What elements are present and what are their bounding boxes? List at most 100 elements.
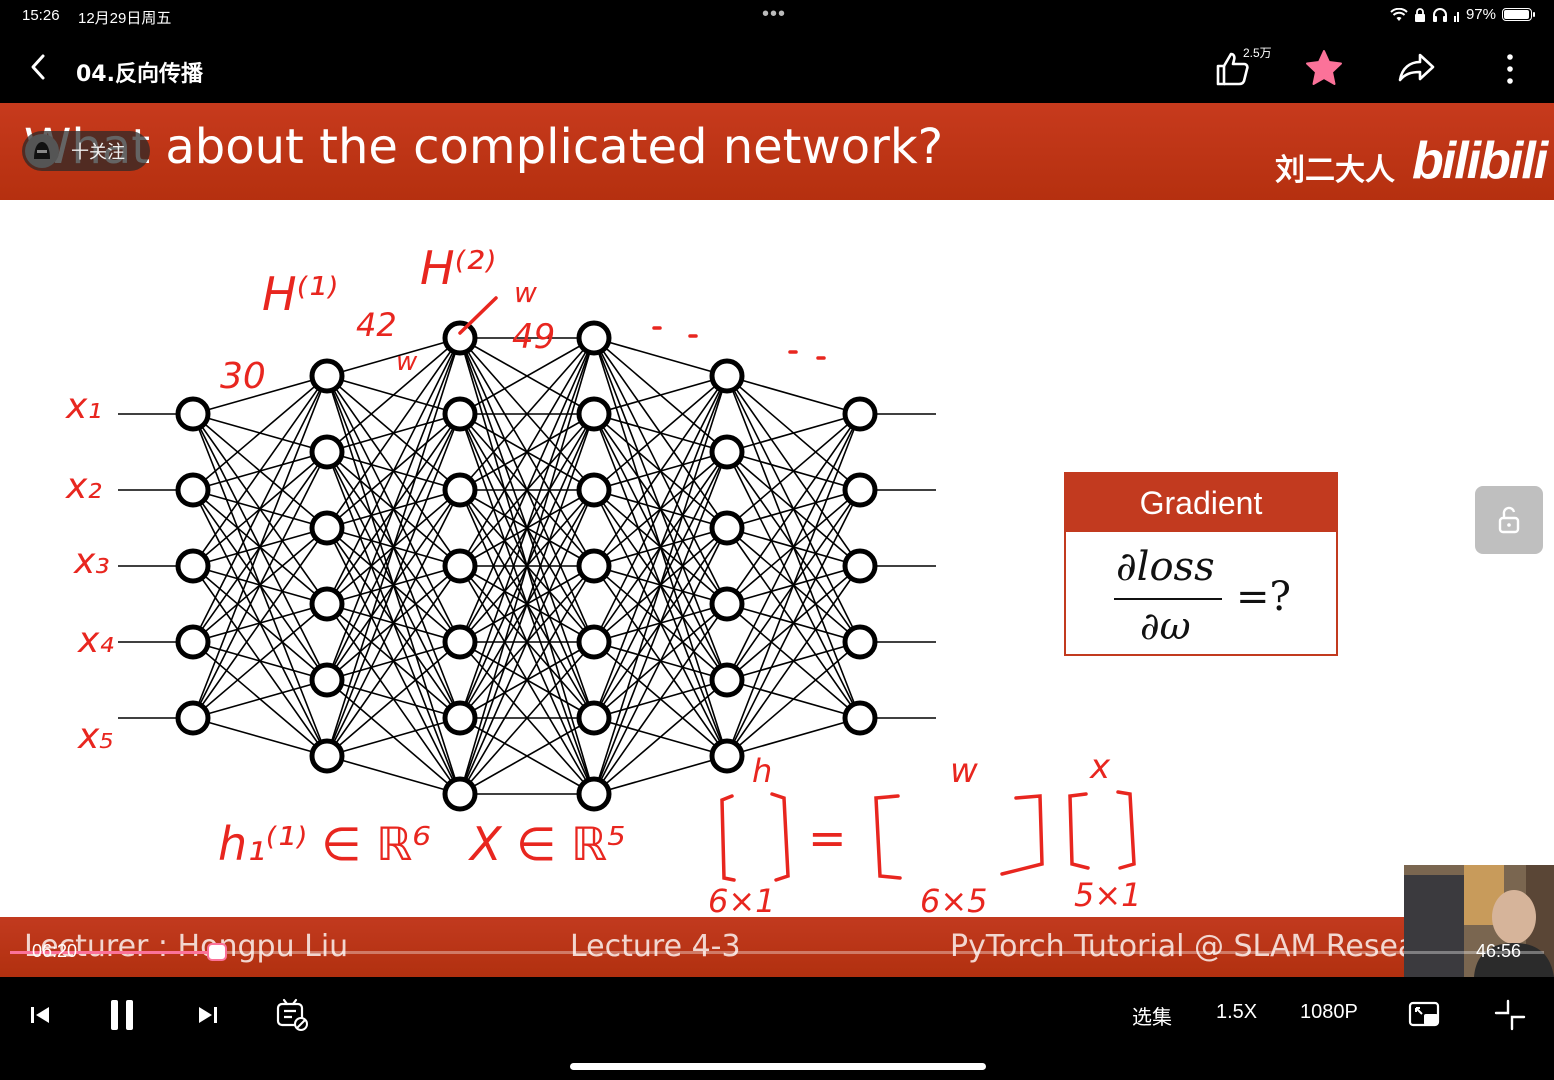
annotation-h-in-R6: h₁⁽¹⁾ ∈ ℝ⁶ xyxy=(218,817,431,871)
thumbs-up-icon xyxy=(1216,52,1249,86)
network-node-layer-1 xyxy=(175,700,211,736)
slide-footer: Lecturer : Hongpu Liu Lecture 4-3 PyTorc… xyxy=(0,917,1554,977)
network-edge xyxy=(192,451,328,719)
network-node-layer-3 xyxy=(442,700,478,736)
network-edge xyxy=(192,679,328,719)
network-edge xyxy=(459,337,595,491)
orientation-lock-icon xyxy=(1414,7,1425,22)
like-count: 2.5万 xyxy=(1243,46,1272,60)
network-edge xyxy=(326,641,461,757)
network-node-layer-5 xyxy=(709,510,745,546)
network-node-layer-2 xyxy=(309,434,345,470)
pause-icon xyxy=(111,1000,133,1030)
duration: 46:56 xyxy=(1476,941,1522,961)
network-node-layer-6 xyxy=(842,472,878,508)
equation-x: x xyxy=(1089,747,1111,787)
network-edge xyxy=(593,375,728,415)
next-button[interactable] xyxy=(194,995,222,1035)
footer-lecture: Lecture 4-3 xyxy=(570,929,741,964)
multitask-dots-icon[interactable]: ••• xyxy=(762,3,787,25)
current-time: 06:20 xyxy=(32,941,78,961)
network-edge xyxy=(593,375,728,643)
network-edge xyxy=(726,413,861,757)
status-bar: 15:26 12月29日周五 ••• 97% xyxy=(0,0,1554,32)
annotation-w-2: w xyxy=(514,276,537,309)
network-node-layer-5 xyxy=(709,358,745,394)
gradient-box: Gradient ∂loss ∂ω =? xyxy=(1064,472,1338,656)
network-node-layer-4 xyxy=(576,548,612,584)
input-label-x2: x₂ xyxy=(65,466,102,507)
gradient-suffix: =? xyxy=(1236,574,1291,620)
favorite-button[interactable] xyxy=(1304,48,1344,88)
network-edge xyxy=(192,527,328,719)
dim-6x1: 6×1 xyxy=(708,882,776,917)
dim-6x5: 6×5 xyxy=(920,882,988,917)
network-edge xyxy=(593,451,728,795)
exit-fullscreen-button[interactable] xyxy=(1490,995,1530,1035)
more-options-button[interactable] xyxy=(1490,48,1530,88)
progress-bar[interactable] xyxy=(10,943,1544,961)
input-label-x3: x₃ xyxy=(73,541,110,582)
input-label-x5: x₅ xyxy=(77,716,114,757)
network-edge xyxy=(726,641,861,757)
network-node-layer-5 xyxy=(709,434,745,470)
network-edge xyxy=(726,413,861,605)
back-button[interactable] xyxy=(24,52,54,82)
helmet-icon xyxy=(34,142,50,159)
network-edge xyxy=(459,565,595,795)
network-edge xyxy=(593,375,728,795)
equation-equals: = xyxy=(808,811,847,865)
star-icon xyxy=(1306,50,1342,85)
network-node-layer-6 xyxy=(842,548,878,584)
home-indicator xyxy=(570,1063,986,1070)
annotation-30: 30 xyxy=(220,356,266,397)
network-node-layer-5 xyxy=(709,738,745,774)
footer-lecturer: Lecturer : Hongpu Liu xyxy=(24,929,349,964)
follow-button[interactable]: 十关注 xyxy=(22,131,150,171)
annotation-x-in-R5: X ∈ ℝ⁵ xyxy=(468,817,626,871)
input-label-x1: x₁ xyxy=(65,386,102,427)
network-node-layer-1 xyxy=(175,472,211,508)
gradient-numerator: ∂loss xyxy=(1116,544,1215,590)
network-diagram: x₁ x₂ x₃ x₄ x₅ H⁽¹⁾ H⁽²⁾ 30 42 49 w w h₁… xyxy=(65,241,1142,917)
network-edge xyxy=(459,337,595,719)
network-node-layer-3 xyxy=(442,320,478,356)
video-player[interactable]: What about the complicated network? 十关注 … xyxy=(0,103,1554,977)
episodes-button[interactable]: 选集 xyxy=(1132,1007,1172,1029)
network-edge xyxy=(726,565,861,757)
input-label-x4: x₄ xyxy=(77,620,114,661)
network-edge xyxy=(326,413,461,757)
share-button[interactable] xyxy=(1396,48,1436,88)
quality-button[interactable]: 1080P xyxy=(1300,1001,1358,1023)
network-edge xyxy=(459,413,595,795)
screen-lock-button[interactable] xyxy=(1475,486,1543,554)
network-edge xyxy=(593,679,728,795)
network-edge xyxy=(459,337,595,795)
pause-button[interactable] xyxy=(104,995,140,1035)
like-button[interactable] xyxy=(1212,48,1252,88)
status-right: 97% xyxy=(1390,6,1535,23)
status-time: 15:26 xyxy=(22,7,60,24)
previous-button[interactable] xyxy=(26,995,54,1035)
picture-in-picture-button[interactable] xyxy=(1404,995,1444,1035)
footer-course: PyTorch Tutorial @ SLAM Research xyxy=(950,929,1404,964)
network-edge xyxy=(726,413,861,529)
network-edge xyxy=(326,337,461,605)
follow-label: 十关注 xyxy=(71,142,125,162)
network-node-layer-2 xyxy=(309,662,345,698)
network-edge xyxy=(326,717,461,757)
network-node-layer-6 xyxy=(842,396,878,432)
network-node-layer-2 xyxy=(309,738,345,774)
network-edge xyxy=(326,337,461,757)
danmaku-toggle[interactable] xyxy=(272,995,312,1035)
speed-button[interactable]: 1.5X xyxy=(1216,1001,1258,1023)
network-node-layer-3 xyxy=(442,624,478,660)
network-node-layer-4 xyxy=(576,320,612,356)
network-node-layer-2 xyxy=(309,510,345,546)
slide-title: What about the complicated network? xyxy=(24,119,944,175)
dim-5x1: 5×1 xyxy=(1074,876,1142,914)
network-edge xyxy=(459,489,595,795)
progress-knob[interactable] xyxy=(207,943,228,961)
danmaku-off-icon xyxy=(276,998,308,1031)
chevron-left-icon xyxy=(31,54,45,80)
